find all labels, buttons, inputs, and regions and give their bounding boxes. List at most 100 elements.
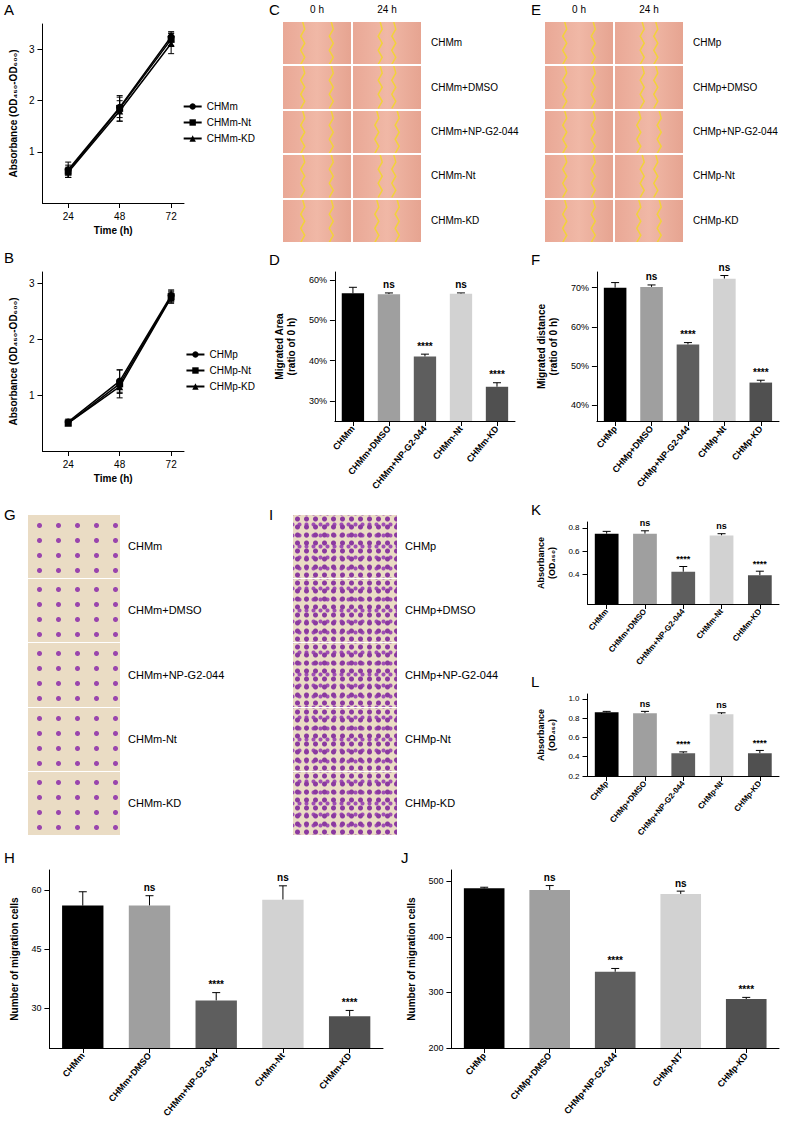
svg-text:0.8: 0.8 (568, 523, 580, 532)
svg-text:CHMm-Nt: CHMm-Nt (207, 117, 252, 128)
svg-text:0.6: 0.6 (568, 733, 580, 742)
svg-text:ns: ns (719, 262, 731, 273)
svg-text:ns: ns (675, 878, 687, 889)
svg-text:(OD₄₅₀): (OD₄₅₀) (547, 547, 557, 579)
svg-text:0.6: 0.6 (568, 547, 580, 556)
svg-text:****: **** (489, 369, 505, 380)
svg-text:****: **** (676, 554, 691, 564)
svg-text:Absorbance (OD₄₅₀-OD₆₀₀): Absorbance (OD₄₅₀-OD₆₀₀) (8, 298, 19, 426)
svg-text:3: 3 (29, 44, 35, 55)
svg-text:45: 45 (31, 944, 41, 954)
svg-text:30%: 30% (309, 396, 327, 406)
svg-text:****: **** (680, 329, 696, 340)
svg-text:CHMm-KD: CHMm-KD (207, 133, 255, 144)
svg-text:****: **** (342, 997, 358, 1008)
svg-text:CHMp: CHMp (464, 1050, 489, 1077)
svg-text:CHMp: CHMp (588, 779, 610, 803)
svg-text:Time (h): Time (h) (94, 473, 133, 484)
svg-text:0.2: 0.2 (568, 772, 580, 781)
svg-text:200: 200 (428, 1043, 443, 1053)
svg-text:ns: ns (716, 521, 727, 531)
svg-text:CHMp+NP-G2-044: CHMp+NP-G2-044 (636, 779, 687, 837)
svg-text:CHMp+DMSO: CHMp+DMSO (608, 779, 648, 824)
svg-text:Number of migration cells: Number of migration cells (406, 897, 417, 1021)
svg-text:****: **** (417, 341, 433, 352)
svg-text:Time (h): Time (h) (94, 225, 133, 236)
svg-text:Migrated distance: Migrated distance (536, 304, 547, 389)
svg-text:1.0: 1.0 (568, 694, 580, 703)
svg-text:CHMp-Nt: CHMp-Nt (209, 365, 251, 376)
svg-text:CHMp-KD: CHMp-KD (732, 779, 763, 814)
svg-text:ns: ns (640, 699, 651, 709)
svg-text:Absorbance (OD₄₅₀-OD₆₀₀): Absorbance (OD₄₅₀-OD₆₀₀) (8, 50, 19, 178)
svg-text:50%: 50% (571, 361, 589, 371)
svg-text:****: **** (753, 367, 769, 378)
svg-text:****: **** (738, 984, 754, 995)
svg-text:CHMp+NP-G2-044: CHMp+NP-G2-044 (635, 424, 692, 489)
svg-text:****: **** (208, 979, 224, 990)
svg-text:60%: 60% (571, 322, 589, 332)
svg-text:CHMm+DMSO: CHMm+DMSO (607, 607, 649, 654)
svg-text:(ratio of 0 h): (ratio of 0 h) (286, 318, 297, 376)
svg-text:60: 60 (31, 885, 41, 895)
svg-text:CHMm-KD: CHMm-KD (465, 423, 502, 464)
svg-text:CHMm+NP-G2-044: CHMm+NP-G2-044 (161, 1051, 220, 1118)
svg-text:CHMm-Nt: CHMm-Nt (431, 424, 465, 462)
svg-text:72: 72 (166, 211, 178, 222)
svg-text:ns: ns (544, 872, 556, 883)
svg-text:CHMm: CHMm (331, 424, 357, 452)
svg-text:CHMp+DMSO: CHMp+DMSO (508, 1051, 553, 1102)
svg-text:****: **** (676, 739, 691, 749)
svg-text:CHMp-KD: CHMp-KD (715, 1050, 750, 1089)
svg-text:Absorbance: Absorbance (536, 537, 546, 589)
svg-text:30: 30 (31, 1003, 41, 1013)
svg-text:70%: 70% (571, 283, 589, 293)
svg-text:2: 2 (29, 334, 35, 345)
svg-text:ns: ns (383, 279, 395, 290)
svg-text:CHMm-Nt: CHMm-Nt (253, 1051, 287, 1089)
svg-text:CHMm+NP-G2-044: CHMm+NP-G2-044 (635, 607, 688, 667)
svg-text:Absorbance: Absorbance (536, 709, 546, 761)
svg-text:****: **** (753, 738, 768, 748)
svg-text:CHMp-KD: CHMp-KD (209, 381, 255, 392)
svg-text:60%: 60% (309, 275, 327, 285)
svg-text:24: 24 (63, 459, 75, 470)
svg-text:CHMm: CHMm (587, 607, 610, 632)
svg-text:CHMp: CHMp (595, 423, 620, 450)
svg-text:****: **** (753, 559, 768, 569)
svg-text:CHMm+NP-G2-044: CHMm+NP-G2-044 (370, 424, 429, 491)
svg-text:1: 1 (29, 390, 35, 401)
svg-text:400: 400 (428, 932, 443, 942)
svg-text:500: 500 (428, 876, 443, 886)
svg-text:CHMp-Nt: CHMp-Nt (696, 779, 725, 811)
svg-text:40%: 40% (571, 400, 589, 410)
svg-text:ns: ns (646, 271, 658, 282)
svg-text:300: 300 (428, 987, 443, 997)
svg-text:1: 1 (29, 146, 35, 157)
svg-text:CHMp-NT: CHMp-NT (651, 1050, 685, 1088)
svg-text:50%: 50% (309, 315, 327, 325)
svg-text:CHMm-KD: CHMm-KD (731, 607, 763, 643)
svg-text:ns: ns (716, 700, 727, 710)
svg-text:(ratio of 0 h): (ratio of 0 h) (548, 318, 559, 376)
svg-text:Number of migration cells: Number of migration cells (9, 897, 20, 1021)
svg-text:ns: ns (277, 872, 289, 883)
svg-text:48: 48 (114, 211, 126, 222)
svg-text:0.4: 0.4 (568, 570, 580, 579)
svg-text:48: 48 (114, 459, 126, 470)
svg-text:40%: 40% (309, 356, 327, 366)
svg-text:3: 3 (29, 278, 35, 289)
svg-text:(OD₄₅₀): (OD₄₅₀) (547, 719, 557, 751)
svg-text:CHMp: CHMp (209, 349, 238, 360)
svg-text:CHMm: CHMm (207, 101, 238, 112)
svg-text:ns: ns (640, 518, 651, 528)
svg-text:72: 72 (166, 459, 178, 470)
svg-text:CHMp+NP-G2-044: CHMp+NP-G2-044 (562, 1051, 619, 1116)
svg-text:Migrated Area: Migrated Area (274, 313, 285, 380)
svg-text:CHMm+DMSO: CHMm+DMSO (107, 1051, 154, 1104)
svg-text:0.8: 0.8 (568, 714, 580, 723)
svg-text:****: **** (607, 955, 623, 966)
svg-text:0.4: 0.4 (568, 752, 580, 761)
svg-text:CHMm-KD: CHMm-KD (317, 1050, 354, 1091)
svg-text:CHMm-Nt: CHMm-Nt (695, 607, 726, 641)
